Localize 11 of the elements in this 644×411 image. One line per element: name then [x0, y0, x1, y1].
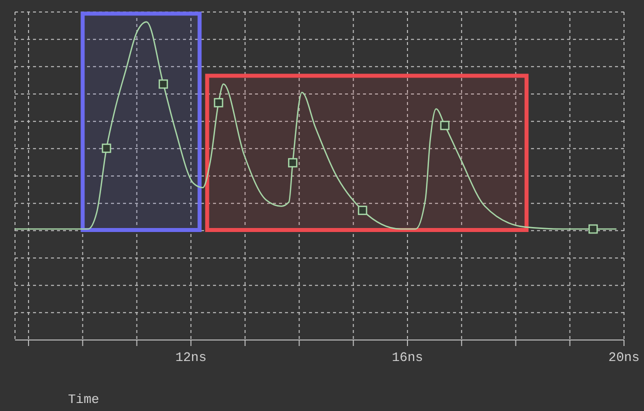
point	[588, 224, 598, 234]
point	[288, 158, 298, 168]
x-tick-label: 12ns	[175, 350, 207, 366]
point	[214, 98, 224, 108]
point	[102, 144, 112, 153]
point	[440, 120, 450, 130]
x-tick-label: 20ns	[608, 350, 640, 366]
point	[358, 206, 368, 216]
x-axis-title: Time	[68, 392, 100, 407]
x-tick-label: 16ns	[392, 350, 424, 366]
point	[158, 79, 168, 89]
